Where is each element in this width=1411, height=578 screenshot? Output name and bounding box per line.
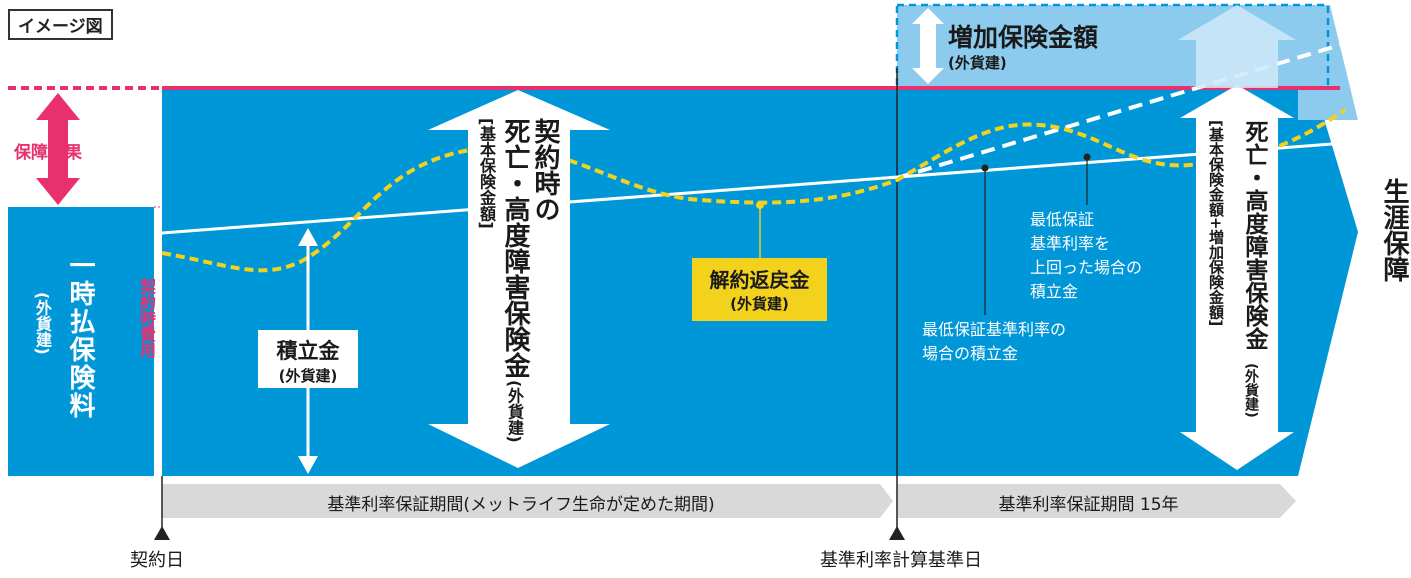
surrender-box	[692, 258, 827, 321]
min-guarantee-case-label: 最低保証基準利率の 場合の積立金	[922, 318, 1066, 366]
single-premium-label: 一時払保険料	[65, 252, 95, 420]
min-guarantee-above-4: 積立金	[1030, 282, 1079, 301]
accumulation-box	[258, 330, 358, 388]
surrender-dot	[756, 201, 764, 209]
increase-box-dashed-border	[895, 3, 1330, 90]
case-dot	[981, 164, 989, 172]
accumulation-label: 積立金 (外貨建)	[258, 335, 358, 386]
right-death-benefit-label: 死亡・高度障害保険金	[1241, 120, 1267, 350]
period-band-2	[897, 484, 1296, 518]
death-benefit-arrow	[428, 90, 610, 468]
lifetime-protection-label: 生涯保障	[1379, 178, 1409, 282]
surrender-title: 解約返戻金	[709, 268, 810, 292]
calc-date-marker	[889, 526, 905, 540]
right-bracket: [基本保険金額+増加保険金額]	[1207, 120, 1225, 327]
increase-sub: (外貨建)	[948, 54, 1007, 72]
increase-arrow-large	[1178, 5, 1296, 88]
contract-date-marker	[154, 526, 170, 540]
death-benefit-sub: (外貨建)	[505, 380, 524, 443]
period-band-1	[162, 484, 893, 518]
contract-cost-bracket	[155, 206, 163, 235]
surrender-sub: (外貨建)	[730, 295, 789, 313]
increase-title: 増加保険金額	[948, 23, 1099, 52]
accumulation-line	[161, 141, 1346, 235]
death-benefit-line2: 死亡・高度障害保険金	[500, 118, 530, 378]
increase-arrow-small	[912, 8, 944, 84]
accumulation-sub: (外貨建)	[278, 367, 338, 385]
single-premium-sub: (外貨建)	[33, 292, 52, 355]
period-1-label: 基準利率保証期間(メットライフ生命が定めた期間)	[327, 495, 715, 515]
surrender-label: 解約返戻金 (外貨建)	[692, 264, 827, 314]
calc-base-date-label: 基準利率計算基準日	[820, 550, 982, 571]
min-guarantee-case-1: 最低保証基準利率の	[922, 320, 1067, 339]
right-death-benefit-sub: (外貨建)	[1243, 363, 1259, 418]
period-2-label: 基準利率保証期間 15年	[998, 495, 1179, 515]
accumulation-arrow-bottom	[298, 456, 318, 474]
min-guarantee-above-2: 基準利率を	[1030, 234, 1111, 253]
right-death-benefit-arrow	[1180, 85, 1294, 470]
image-tag: イメージ図	[8, 9, 113, 40]
contract-date-label: 契約日	[130, 550, 184, 571]
min-guarantee-case-2: 場合の積立金	[922, 344, 1019, 363]
min-guarantee-above-3: 上回った場合の	[1030, 258, 1143, 277]
protection-effect-label: 保障効果	[14, 143, 82, 163]
death-benefit-line1: 契約時の	[530, 118, 560, 222]
min-guarantee-above-1: 最低保証	[1030, 210, 1095, 229]
contract-cost-label: 契約時費用	[137, 278, 156, 358]
min-guarantee-above-label: 最低保証 基準利率を 上回った場合の 積立金	[1030, 208, 1142, 304]
death-benefit-bracket: [基本保険金額]	[477, 118, 496, 229]
accumulation-title: 積立金	[276, 339, 340, 363]
single-premium-box	[8, 207, 154, 476]
above-dot	[1083, 153, 1091, 161]
increase-arrow-tip	[1298, 5, 1358, 120]
protection-arrow	[36, 93, 80, 205]
accumulation-arrow-top	[298, 228, 318, 246]
